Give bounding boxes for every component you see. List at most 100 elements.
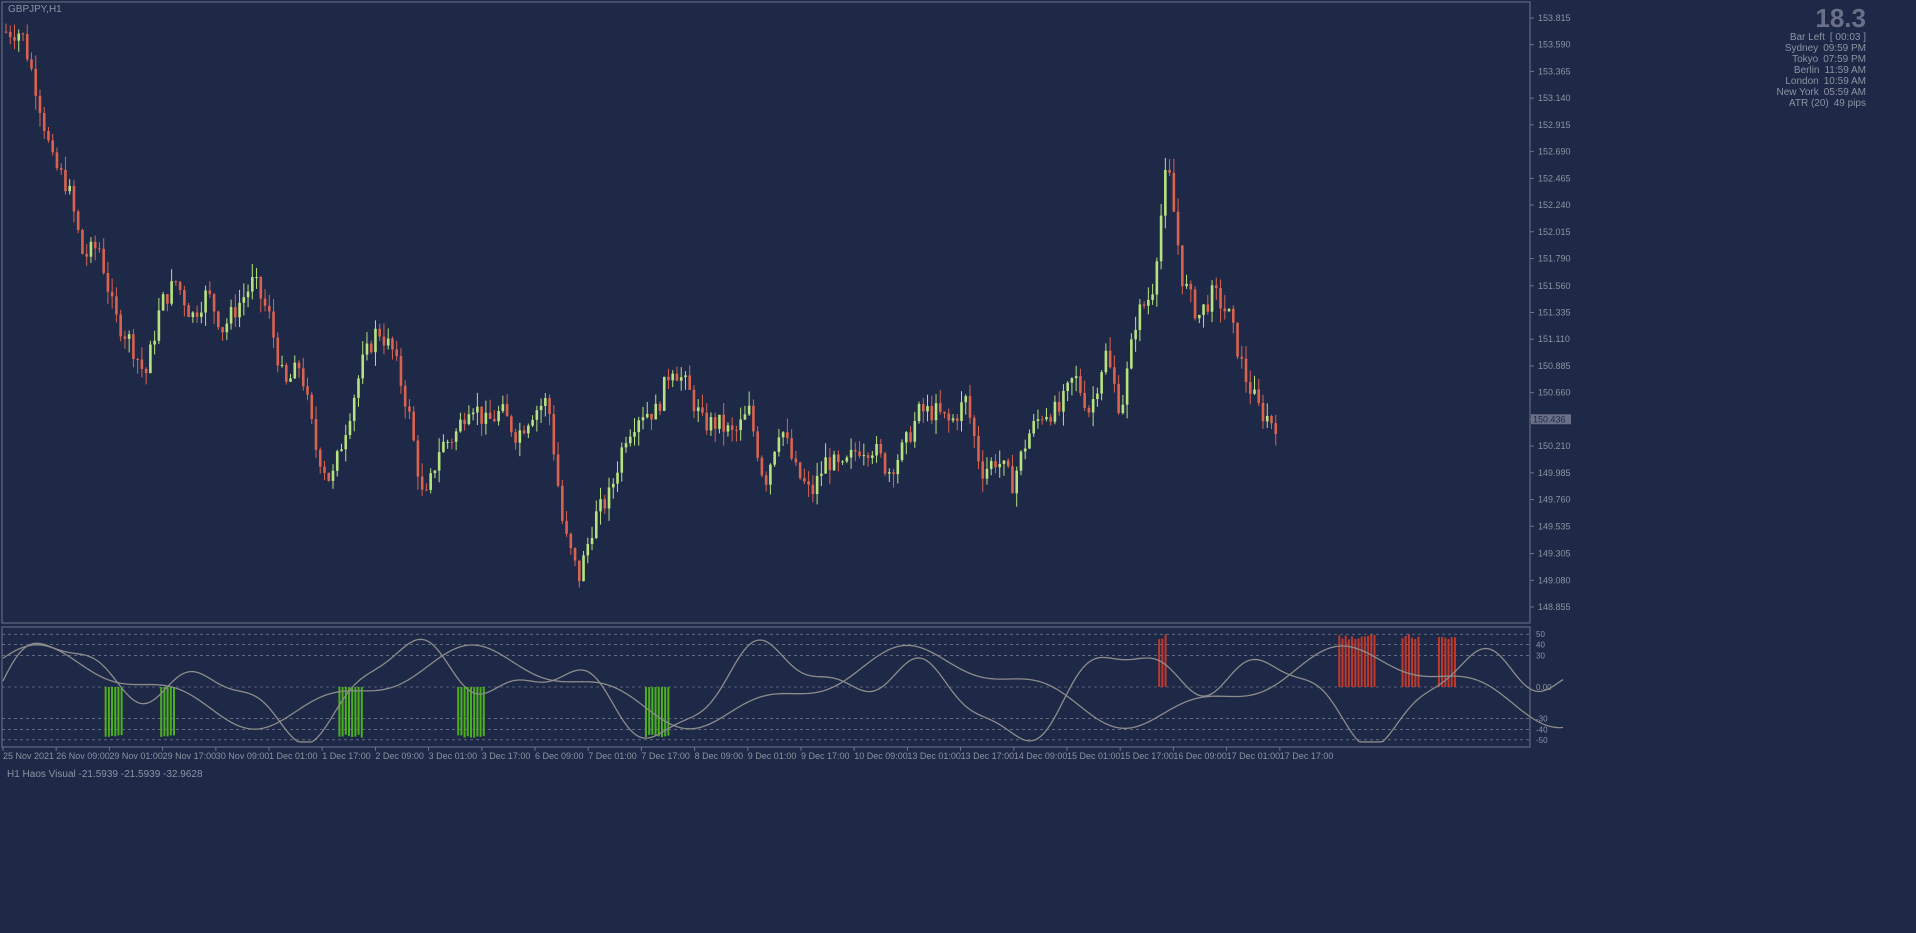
candle-body	[930, 406, 933, 420]
info-key: New York	[1776, 87, 1818, 98]
price-tick-label: 151.335	[1538, 308, 1571, 318]
candle-body	[1032, 421, 1035, 433]
candle-body	[209, 290, 212, 294]
candle-body	[319, 450, 322, 467]
candle-body	[1113, 367, 1116, 384]
candle-body	[829, 457, 832, 470]
candle-body	[5, 32, 8, 33]
candle-body	[285, 365, 288, 382]
candle-body	[667, 377, 670, 380]
candle-body	[158, 310, 161, 340]
candle-body	[1228, 309, 1231, 312]
candle-body	[476, 407, 479, 413]
candle-body	[1164, 170, 1167, 216]
price-tick-label: 152.465	[1538, 173, 1571, 183]
candle-body	[603, 499, 606, 508]
candle-body	[718, 415, 721, 429]
time-label: 13 Dec 17:00	[961, 751, 1015, 761]
candle-body	[620, 447, 623, 472]
candle-body	[480, 407, 483, 424]
candle-body	[255, 277, 258, 278]
candle-body	[1100, 372, 1103, 393]
info-value: [ 00:03 ]	[1830, 32, 1866, 43]
candle-body	[710, 417, 713, 430]
candle-body	[60, 168, 63, 170]
candle-body	[187, 305, 190, 317]
candle-body	[1126, 368, 1129, 404]
candle-body	[905, 432, 908, 442]
candle-body	[39, 96, 42, 113]
time-label: 10 Dec 09:00	[854, 751, 908, 761]
candle-body	[493, 419, 496, 421]
candle-body	[888, 472, 891, 473]
candle-body	[153, 341, 156, 345]
candle-body	[1096, 394, 1099, 399]
candle-body	[586, 544, 589, 555]
candle-body	[357, 378, 360, 397]
candle-body	[671, 374, 674, 381]
price-tick-label: 149.305	[1538, 549, 1571, 559]
candle-body	[790, 438, 793, 458]
candle-body	[175, 281, 178, 282]
candle-body	[1257, 389, 1260, 403]
candle-body	[374, 329, 377, 352]
candle-body	[119, 314, 122, 336]
oscillator-fast-line	[3, 639, 1563, 742]
candle-body	[1003, 461, 1006, 464]
info-key: ATR (20)	[1789, 98, 1829, 109]
candle-body	[918, 404, 921, 421]
candle-body	[761, 458, 764, 476]
candle-body	[1151, 294, 1154, 299]
candle-body	[1139, 304, 1142, 330]
candle-body	[727, 425, 730, 431]
candle-body	[1240, 357, 1243, 359]
candle-body	[132, 334, 135, 359]
price-tick-label: 149.535	[1538, 521, 1571, 531]
info-row: ATR (20) 49 pips	[1776, 98, 1866, 109]
time-label: 16 Dec 09:00	[1173, 751, 1227, 761]
candle-body	[960, 402, 963, 421]
candle-body	[391, 339, 394, 350]
indicator-histogram	[106, 634, 1455, 737]
candle-body	[383, 336, 386, 345]
candle-body	[1054, 402, 1057, 422]
candle-body	[1223, 309, 1226, 312]
candle-body	[170, 281, 173, 304]
info-row: Sydney 09:59 PM	[1776, 43, 1866, 54]
candle-body	[867, 455, 870, 458]
candle-body	[841, 461, 844, 462]
price-tick-label: 148.855	[1538, 602, 1571, 612]
candle-body	[77, 211, 80, 229]
candle-body	[468, 414, 471, 424]
candle-body	[446, 442, 449, 443]
candle-body	[226, 324, 229, 333]
candle-body	[455, 431, 458, 441]
price-tick-label: 152.015	[1538, 227, 1571, 237]
candle-body	[336, 451, 339, 471]
candle-body	[748, 406, 751, 415]
candle-body	[523, 430, 526, 433]
candle-body	[26, 34, 29, 59]
candle-body	[625, 443, 628, 447]
candle-body	[276, 338, 279, 366]
candle-body	[676, 374, 679, 381]
candle-body	[846, 457, 849, 461]
candle-body	[238, 303, 241, 318]
candle-body	[570, 534, 573, 548]
candle-body	[998, 464, 1001, 467]
candle-body	[315, 419, 318, 450]
time-label: 15 Dec 01:00	[1067, 751, 1121, 761]
candle-body	[1024, 448, 1027, 451]
candle-body	[680, 377, 683, 381]
candle-body	[799, 463, 802, 479]
time-label: 17 Dec 17:00	[1280, 751, 1334, 761]
candle-body	[166, 294, 169, 303]
candle-body	[765, 475, 768, 484]
candle-body	[327, 473, 330, 481]
candle-body	[81, 230, 84, 254]
candle-body	[102, 249, 105, 273]
candle-body	[1143, 304, 1146, 305]
candle-body	[752, 406, 755, 432]
candle-body	[646, 414, 649, 417]
